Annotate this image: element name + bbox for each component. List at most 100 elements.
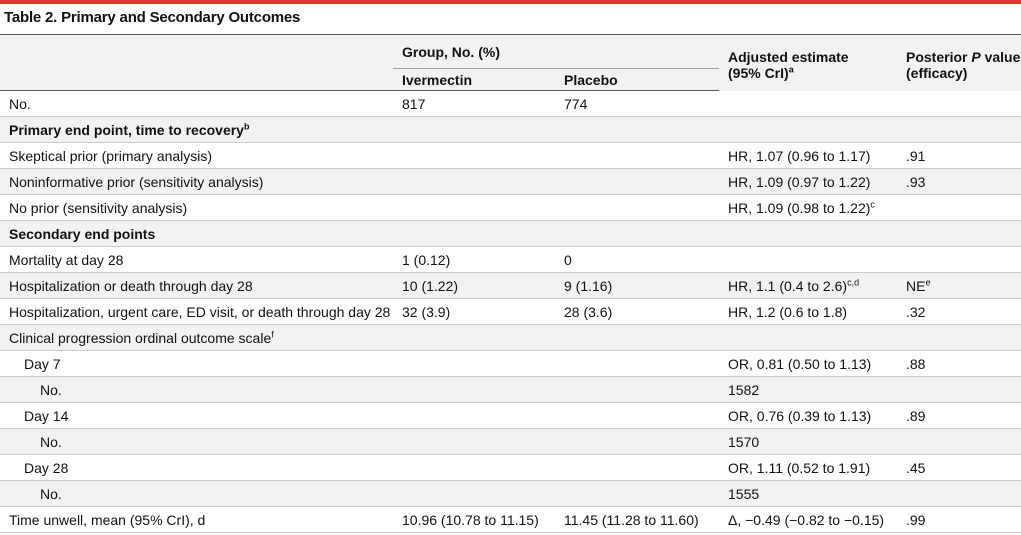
row-label-footnote: f xyxy=(271,328,274,339)
row-label-footnote: b xyxy=(243,120,250,131)
table-row: Clinical progression ordinal outcome sca… xyxy=(0,324,1021,351)
cell-ivermectin xyxy=(393,350,555,377)
table-row: Day 14 OR, 0.76 (0.39 to 1.13) .89 xyxy=(0,402,1021,429)
header-posterior-p: P xyxy=(971,48,981,65)
row-label: Noninformative prior (sensitivity analys… xyxy=(0,168,393,195)
cell-adjusted-estimate: HR, 1.1 (0.4 to 2.6)c,d xyxy=(719,272,897,299)
row-label-text: Hospitalization or death through day 28 xyxy=(9,277,253,294)
cell-ivermectin xyxy=(393,142,555,169)
row-label-text: No. xyxy=(40,433,62,450)
table-row: No prior (sensitivity analysis) HR, 1.09 … xyxy=(0,194,1021,221)
row-label: No. xyxy=(0,480,393,507)
cell-adjusted-estimate-text: 1555 xyxy=(728,485,760,502)
cell-ivermectin xyxy=(393,454,555,481)
cell-posterior-p: .89 xyxy=(897,402,1021,429)
cell-posterior-p xyxy=(897,90,1021,117)
title-accent-bar xyxy=(0,0,1021,4)
cell-placebo-text: 28 (3.6) xyxy=(564,303,613,320)
cell-posterior-p: .93 xyxy=(897,168,1021,195)
cell-adjusted-estimate-text: 1582 xyxy=(728,381,760,398)
cell-ivermectin xyxy=(393,324,555,351)
cell-adjusted-estimate: HR, 1.09 (0.97 to 1.22) xyxy=(719,168,897,195)
cell-posterior-p xyxy=(897,480,1021,507)
cell-placebo xyxy=(555,428,719,455)
cell-adjusted-estimate-text: HR, 1.09 (0.97 to 1.22) xyxy=(728,173,871,190)
header-ivermectin: Ivermectin xyxy=(393,68,555,91)
cell-adjusted-estimate: OR, 0.76 (0.39 to 1.13) xyxy=(719,402,897,429)
row-label: No. xyxy=(0,90,393,117)
cell-adjusted-estimate-text: HR, 1.09 (0.98 to 1.22) xyxy=(728,199,871,216)
cell-posterior-p-text: .45 xyxy=(906,459,926,476)
row-label: Mortality at day 28 xyxy=(0,246,393,273)
cell-placebo: 28 (3.6) xyxy=(555,298,719,325)
row-label: Clinical progression ordinal outcome sca… xyxy=(0,324,393,351)
cell-placebo: 11.45 (11.28 to 11.60) xyxy=(555,506,719,533)
cell-adjusted-estimate-footnote: c,d xyxy=(847,276,860,287)
cell-adjusted-estimate-text: OR, 1.11 (0.52 to 1.91) xyxy=(728,459,871,476)
cell-adjusted-estimate xyxy=(719,90,897,117)
cell-adjusted-estimate: HR, 1.07 (0.96 to 1.17) xyxy=(719,142,897,169)
cell-adjusted-estimate-text: HR, 1.2 (0.6 to 1.8) xyxy=(728,303,848,320)
header-adjusted-estimate-line2: (95% CrI) xyxy=(728,64,789,81)
cell-adjusted-estimate: 1555 xyxy=(719,480,897,507)
cell-placebo xyxy=(555,116,719,143)
cell-ivermectin xyxy=(393,194,555,221)
cell-adjusted-estimate: HR, 1.09 (0.98 to 1.22)c xyxy=(719,194,897,221)
cell-placebo xyxy=(555,194,719,221)
cell-adjusted-estimate-text: HR, 1.07 (0.96 to 1.17) xyxy=(728,147,871,164)
table-body: No. 817 774 Primary end point, time to reco… xyxy=(0,90,1021,533)
row-label: Day 28 xyxy=(0,454,393,481)
cell-posterior-p-text: .99 xyxy=(906,511,926,528)
cell-ivermectin-text: 817 xyxy=(402,95,426,112)
cell-posterior-p: .32 xyxy=(897,298,1021,325)
row-label-text: Secondary end points xyxy=(9,225,156,242)
table-row: Primary end point, time to recoveryb xyxy=(0,116,1021,143)
cell-ivermectin xyxy=(393,116,555,143)
cell-posterior-p xyxy=(897,246,1021,273)
header-posterior-line2: (efficacy) xyxy=(906,64,968,81)
header-posterior: Posterior P value (efficacy) xyxy=(897,34,1021,91)
cell-adjusted-estimate: OR, 1.11 (0.52 to 1.91) xyxy=(719,454,897,481)
cell-placebo xyxy=(555,220,719,247)
row-label-text: Clinical progression ordinal outcome sca… xyxy=(9,329,272,346)
cell-ivermectin xyxy=(393,402,555,429)
cell-adjusted-estimate: HR, 1.2 (0.6 to 1.8) xyxy=(719,298,897,325)
cell-placebo-text: 9 (1.16) xyxy=(564,277,613,294)
cell-adjusted-estimate-text: 1570 xyxy=(728,433,760,450)
row-label-text: Day 28 xyxy=(24,459,69,476)
header-posterior-pre: Posterior xyxy=(906,48,972,65)
table-row: Time unwell, mean (95% CrI), d 10.96 (10.… xyxy=(0,506,1021,533)
cell-adjusted-estimate xyxy=(719,324,897,351)
cell-posterior-p: .45 xyxy=(897,454,1021,481)
table-row: Skeptical prior (primary analysis) HR, 1.… xyxy=(0,142,1021,169)
table-row: No. 1555 xyxy=(0,480,1021,507)
header-row-2: Ivermectin Placebo xyxy=(0,68,1021,91)
table-row: Mortality at day 28 1 (0.12) 0 xyxy=(0,246,1021,273)
cell-adjusted-estimate: OR, 0.81 (0.50 to 1.13) xyxy=(719,350,897,377)
cell-ivermectin: 10.96 (10.78 to 11.15) xyxy=(393,506,555,533)
cell-adjusted-estimate xyxy=(719,246,897,273)
cell-adjusted-estimate: Δ, −0.49 (−0.82 to −0.15) xyxy=(719,506,897,533)
cell-placebo xyxy=(555,350,719,377)
cell-placebo xyxy=(555,324,719,351)
cell-placebo: 9 (1.16) xyxy=(555,272,719,299)
cell-posterior-p-text: .88 xyxy=(906,355,926,372)
cell-adjusted-estimate-text: Δ, −0.49 (−0.82 to −0.15) xyxy=(728,511,885,528)
row-label-text: Day 14 xyxy=(24,407,69,424)
row-label: Hospitalization or death through day 28 xyxy=(0,272,393,299)
header-adjusted-estimate-line1: Adjusted estimate xyxy=(728,48,849,65)
row-label: Time unwell, mean (95% CrI), d xyxy=(0,506,393,533)
header-placebo: Placebo xyxy=(555,68,719,91)
cell-placebo xyxy=(555,168,719,195)
outcomes-table: Group, No. (%) Adjusted estimate (95% Cr… xyxy=(0,34,1021,533)
cell-adjusted-estimate: 1582 xyxy=(719,376,897,403)
cell-ivermectin xyxy=(393,428,555,455)
cell-posterior-p: .99 xyxy=(897,506,1021,533)
cell-ivermectin xyxy=(393,480,555,507)
row-label: Day 14 xyxy=(0,402,393,429)
cell-posterior-p: .91 xyxy=(897,142,1021,169)
row-label-text: Primary end point, time to recovery xyxy=(9,121,244,138)
row-label: Primary end point, time to recoveryb xyxy=(0,116,393,143)
row-label-text: No. xyxy=(40,485,62,502)
cell-ivermectin xyxy=(393,168,555,195)
